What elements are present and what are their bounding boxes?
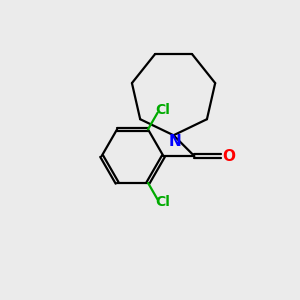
Text: N: N [169,134,182,149]
Text: Cl: Cl [155,195,170,209]
Text: O: O [223,148,236,164]
Text: Cl: Cl [155,103,170,117]
